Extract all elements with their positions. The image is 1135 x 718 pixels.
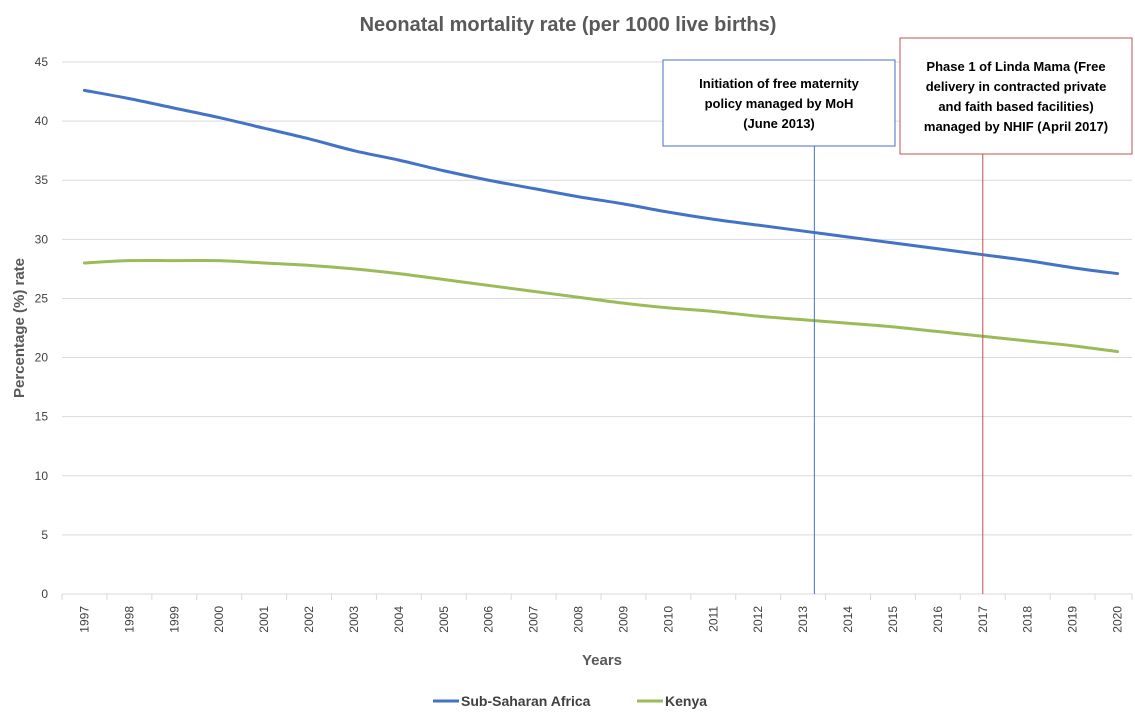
y-tick-label: 35	[35, 173, 49, 187]
x-tick-label: 2010	[661, 606, 675, 633]
chart-title: Neonatal mortality rate (per 1000 live b…	[360, 14, 777, 36]
annotation-text-line: Initiation of free maternity	[699, 76, 859, 91]
y-axis-ticks: 0 5 10 15 20 25 30 35 40 45	[35, 55, 49, 601]
x-tick-label: 2015	[886, 606, 900, 633]
x-tick-label: 2002	[302, 606, 316, 633]
x-tick-label: 2004	[392, 606, 406, 633]
x-tick-label: 2001	[257, 606, 271, 633]
y-tick-label: 40	[35, 114, 49, 128]
annotation-box	[899, 37, 1133, 155]
annotation-text-line: delivery in contracted private	[926, 79, 1107, 94]
x-tick-label: 2003	[347, 606, 361, 633]
x-axis-label: Years	[582, 652, 622, 669]
annotations: Initiation of free maternity policy manag…	[662, 37, 1133, 594]
annotation-text-line: Phase 1 of Linda Mama (Free	[926, 59, 1105, 74]
y-axis-label: Percentage (%) rate	[11, 258, 28, 398]
y-tick-label: 30	[35, 232, 49, 246]
x-tick-label: 1997	[77, 606, 91, 633]
x-tick-label: 1999	[167, 606, 181, 633]
y-tick-label: 45	[35, 55, 49, 69]
legend: Sub-Saharan Africa Kenya	[433, 693, 707, 709]
x-tick-label: 2006	[482, 606, 496, 633]
y-tick-label: 5	[41, 528, 48, 542]
x-tick-label: 2009	[616, 606, 630, 633]
y-tick-label: 15	[35, 410, 49, 424]
legend-label: Kenya	[665, 693, 707, 709]
annotation-box	[662, 59, 896, 147]
y-tick-label: 20	[35, 351, 49, 365]
series-line-1	[82, 258, 1120, 354]
x-tick-label: 2000	[212, 606, 226, 633]
x-axis-ticks: 1997 1998 1999 2000 2001 2002 2003 2004 2005 2006…	[61, 594, 1133, 633]
y-tick-label: 25	[35, 291, 49, 305]
x-tick-label: 2014	[841, 606, 855, 633]
x-tick-label: 2016	[931, 606, 945, 633]
annotation-text-line: managed by NHIF (April 2017)	[924, 119, 1108, 134]
y-tick-label: 10	[35, 469, 49, 483]
x-tick-label: 2005	[437, 606, 451, 633]
series-line-0	[82, 88, 1120, 276]
annotation-text-line: policy managed by MoH	[705, 96, 854, 111]
x-tick-label: 1998	[122, 606, 136, 633]
x-tick-label: 2007	[527, 606, 541, 633]
x-tick-label: 2020	[1111, 606, 1125, 633]
annotation-text-line: and faith based facilities)	[938, 99, 1093, 114]
series-lines	[82, 88, 1120, 354]
x-tick-label: 2011	[706, 606, 720, 632]
x-tick-label: 2019	[1066, 606, 1080, 633]
x-tick-label: 2008	[572, 606, 586, 633]
x-tick-label: 2018	[1021, 606, 1035, 633]
legend-label: Sub-Saharan Africa	[461, 693, 591, 709]
y-tick-label: 0	[41, 587, 48, 601]
x-tick-label: 2012	[751, 606, 765, 633]
x-tick-label: 2013	[796, 606, 810, 633]
x-tick-label: 2017	[976, 606, 990, 633]
annotation-text-line: (June 2013)	[743, 116, 815, 131]
